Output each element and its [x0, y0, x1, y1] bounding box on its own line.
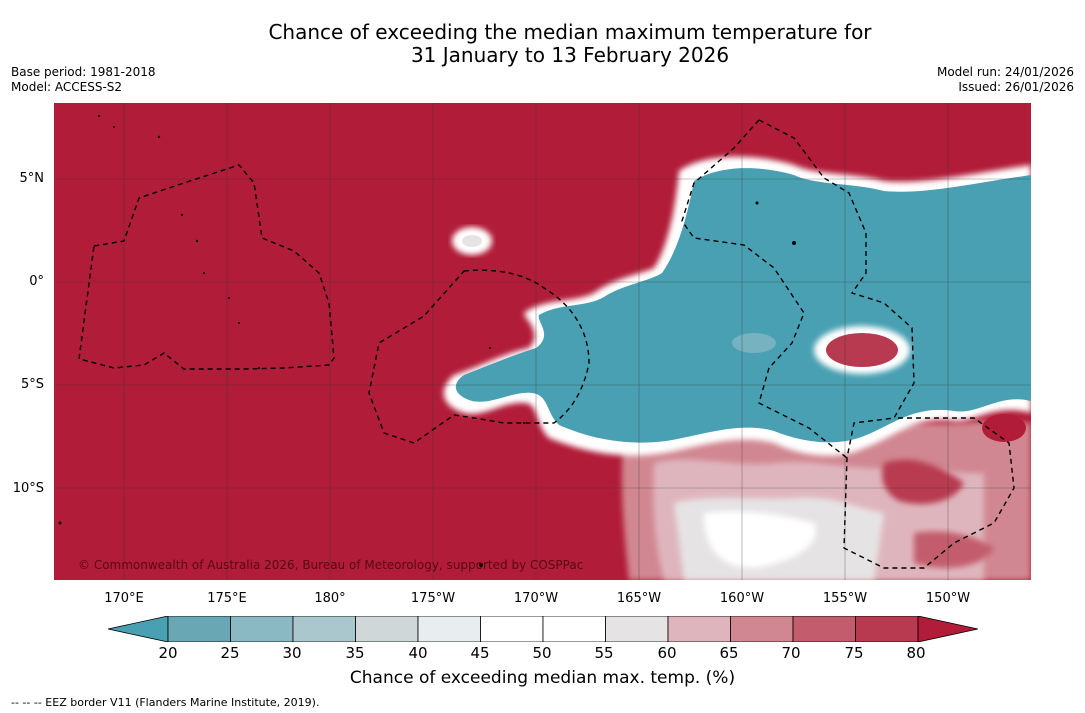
lat-label-0: 0° [29, 274, 44, 289]
meta-left: Base period: 1981-2018 Model: ACCESS-S2 [11, 65, 156, 95]
colorbar-tick: 25 [220, 644, 240, 662]
colorbar-tick: 45 [470, 644, 490, 662]
lat-label-10s: 10°S [12, 481, 44, 496]
colorbar-segments [108, 616, 978, 642]
lon-label-175w: 175°W [410, 591, 456, 606]
colorbar-tick: 35 [345, 644, 365, 662]
map-title: Chance of exceeding the median maximum t… [0, 21, 1085, 67]
colorbar-tick: 40 [408, 644, 428, 662]
colorbar-segment [230, 616, 294, 642]
colorbar-tick: 30 [282, 644, 302, 662]
colorbar-tick: 55 [594, 644, 614, 662]
colorbar [108, 616, 978, 642]
colorbar-segment [480, 616, 544, 642]
colorbar-arrow-low [108, 616, 169, 642]
colorbar-segment [167, 616, 231, 642]
colorbar-segment [355, 616, 419, 642]
lon-label-180: 180° [314, 591, 346, 606]
lon-label-150w: 150°W [925, 591, 971, 606]
graticule [54, 103, 1031, 580]
lon-label-175e: 175°E [207, 591, 247, 606]
lon-label-165w: 165°W [616, 591, 662, 606]
lon-label-170e: 170°E [104, 591, 144, 606]
colorbar-segment [855, 616, 919, 642]
colorbar-tick: 80 [906, 644, 926, 662]
colorbar-segment [292, 616, 356, 642]
colorbar-tick: 60 [657, 644, 677, 662]
copyright-notice: © Commonwealth of Australia 2026, Bureau… [78, 558, 584, 572]
white-patch-core [462, 235, 482, 247]
eez-footnote: -- -- -- EEZ border V11 (Flanders Marine… [11, 696, 320, 709]
colorbar-tick: 50 [532, 644, 552, 662]
colorbar-segment [667, 616, 731, 642]
colorbar-segment [792, 616, 856, 642]
map-canvas [54, 103, 1031, 580]
colorbar-label: Chance of exceeding median max. temp. (%… [349, 668, 736, 688]
lon-label-170w: 170°W [513, 591, 559, 606]
title-line-2: 31 January to 13 February 2026 [410, 43, 730, 67]
warm-pocket [826, 333, 898, 367]
model-name: Model: ACCESS-S2 [11, 80, 123, 94]
colorbar-tick: 65 [719, 644, 739, 662]
title-line-1: Chance of exceeding the median maximum t… [268, 20, 872, 44]
forecast-map: © Commonwealth of Australia 2026, Bureau… [54, 103, 1031, 580]
colorbar-arrow-high [917, 616, 978, 642]
eez-borders [78, 119, 1015, 569]
colorbar-tick: 75 [844, 644, 864, 662]
cool-patch [732, 333, 776, 353]
colorbar-tick: 70 [781, 644, 801, 662]
lat-label-5n: 5°N [19, 171, 45, 186]
base-period: Base period: 1981-2018 [11, 65, 156, 79]
colorbar-segment [542, 616, 606, 642]
lat-label-5s: 5°S [20, 377, 44, 392]
lon-label-160w: 160°W [719, 591, 765, 606]
colorbar-segment [605, 616, 669, 642]
low-chance-region [455, 168, 1031, 443]
colorbar-segment [417, 616, 481, 642]
lon-label-155w: 155°W [822, 591, 868, 606]
colorbar-tick: 20 [158, 644, 178, 662]
colorbar-segment [730, 616, 794, 642]
warm-pocket-east [982, 414, 1026, 442]
meta-right: Model run: 24/01/2026 Issued: 26/01/2026 [937, 65, 1074, 95]
island-specks [58, 115, 796, 567]
model-run-date: Model run: 24/01/2026 [936, 65, 1074, 79]
issued-date: Issued: 26/01/2026 [958, 80, 1074, 94]
